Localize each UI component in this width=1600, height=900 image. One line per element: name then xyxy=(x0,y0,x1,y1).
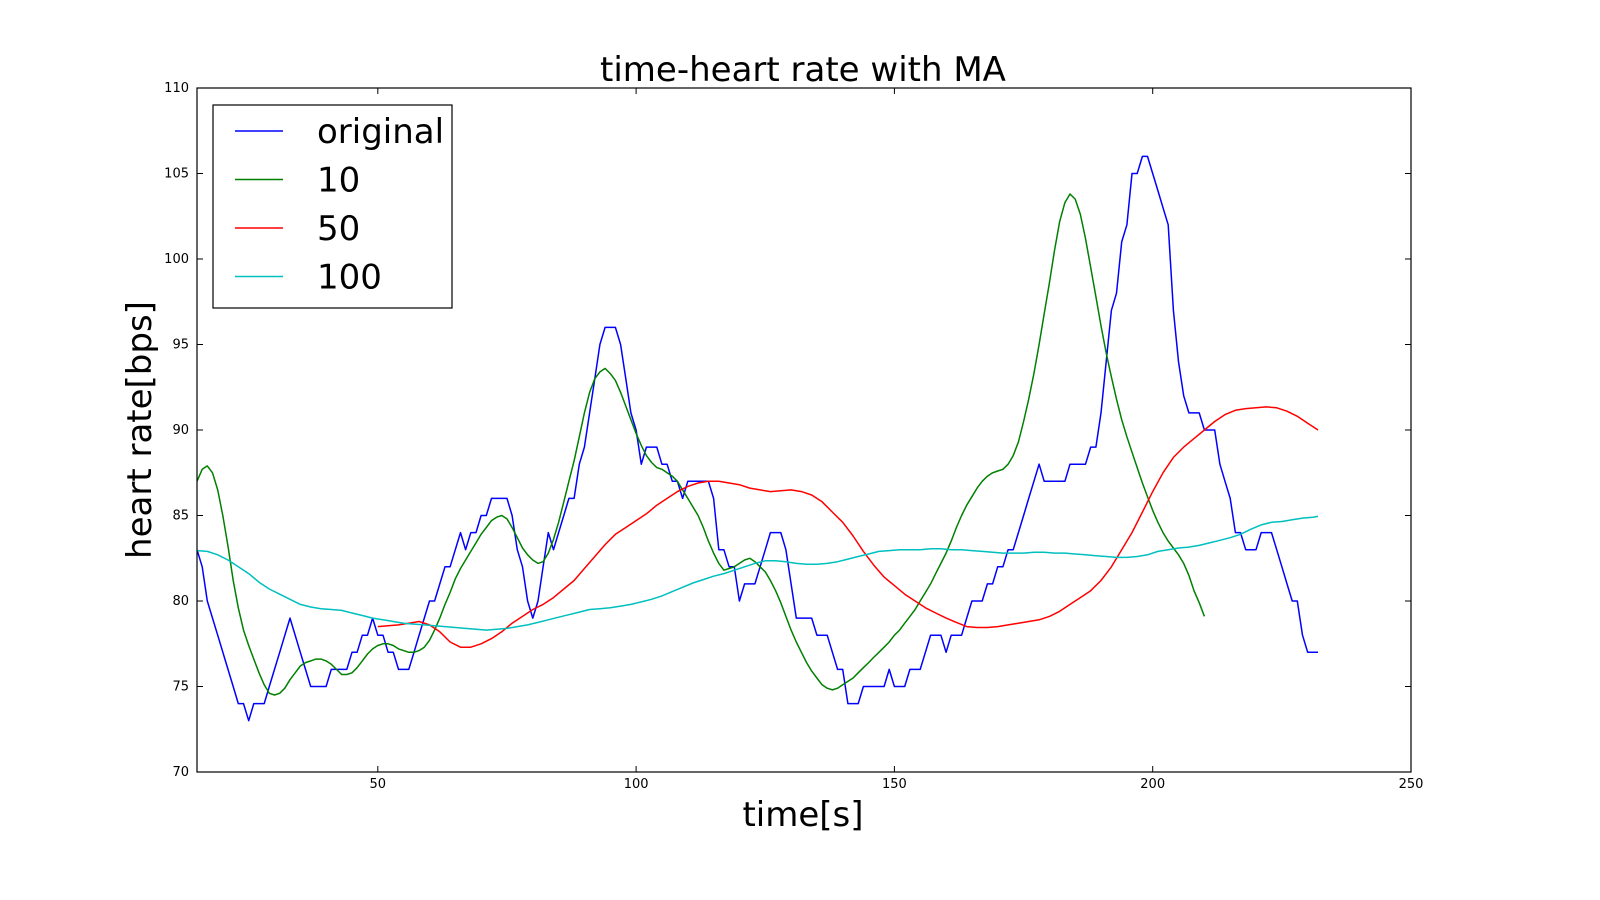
legend-label-50: 50 xyxy=(317,209,360,249)
x-tick-label: 50 xyxy=(370,777,387,792)
axes: 50 100 150 200 250 70 75 80 85 90 95 100 105 110 xyxy=(164,81,1423,792)
legend-label-10: 10 xyxy=(317,161,360,201)
y-tick-label: 100 xyxy=(164,252,189,267)
y-tick-label: 75 xyxy=(172,680,189,695)
legend-label-100: 100 xyxy=(317,258,382,298)
legend-label-original: original xyxy=(317,112,444,152)
y-tick-label: 95 xyxy=(172,338,189,353)
chart-title: time-heart rate with MA xyxy=(600,50,1006,90)
x-axis-label: time[s] xyxy=(742,795,863,835)
x-tick-label: 150 xyxy=(882,777,907,792)
plot-area xyxy=(197,155,1319,722)
series-line-original xyxy=(197,155,1318,722)
x-tick-label: 100 xyxy=(624,777,649,792)
x-tick-label: 250 xyxy=(1399,777,1424,792)
series-line-10 xyxy=(197,193,1206,696)
y-tick-label: 90 xyxy=(172,423,189,438)
y-tick-label: 80 xyxy=(172,594,189,609)
y-tick-label: 110 xyxy=(164,81,189,96)
y-tick-label: 85 xyxy=(172,509,189,524)
legend: original 10 50 100 xyxy=(212,104,453,309)
x-tick-label: 200 xyxy=(1140,777,1165,792)
legend-box xyxy=(212,104,453,309)
y-tick-label: 70 xyxy=(172,765,189,780)
y-tick-label: 105 xyxy=(164,167,189,182)
series-line-50 xyxy=(377,406,1319,648)
y-axis-label: heart rate[bps] xyxy=(120,301,160,559)
series-line-100 xyxy=(197,515,1319,631)
